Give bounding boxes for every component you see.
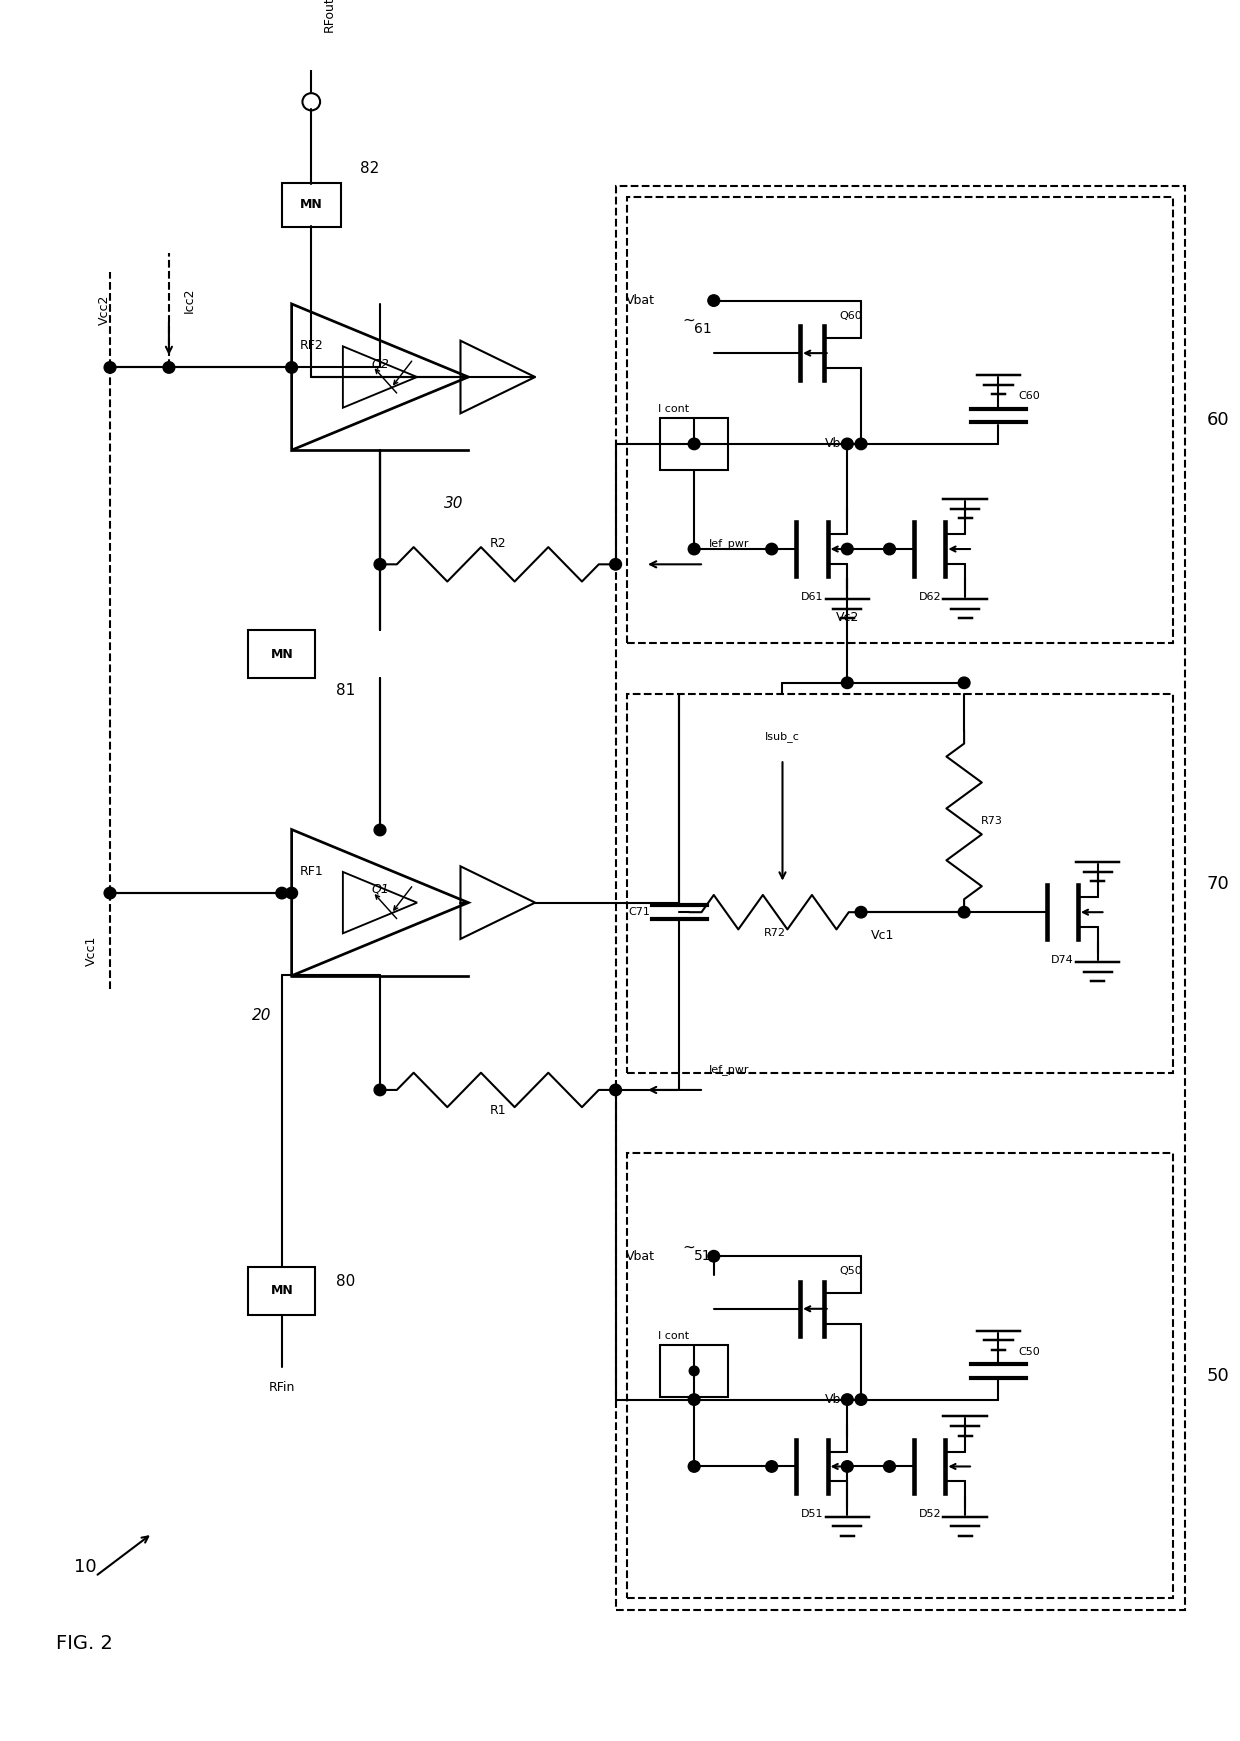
Circle shape: [688, 439, 701, 449]
Circle shape: [688, 1461, 701, 1473]
Text: Vc1: Vc1: [870, 930, 894, 942]
Text: Vc2: Vc2: [836, 611, 859, 625]
Circle shape: [610, 559, 621, 569]
Circle shape: [856, 1395, 867, 1405]
Circle shape: [285, 888, 298, 898]
Circle shape: [856, 439, 867, 449]
Circle shape: [884, 543, 895, 555]
Text: D52: D52: [919, 1509, 941, 1520]
Text: Vbat: Vbat: [626, 294, 655, 306]
Text: R1: R1: [490, 1104, 506, 1118]
Circle shape: [842, 677, 853, 688]
Text: RF2: RF2: [300, 339, 324, 352]
Text: Icc2: Icc2: [182, 287, 196, 313]
Circle shape: [842, 543, 853, 555]
Circle shape: [842, 1395, 853, 1405]
Text: Ief_pwr: Ief_pwr: [709, 538, 749, 548]
Text: Ief_pwr: Ief_pwr: [709, 1064, 749, 1074]
Circle shape: [959, 907, 970, 918]
Text: Q60: Q60: [839, 310, 862, 320]
Text: 82: 82: [361, 162, 379, 176]
Circle shape: [842, 1461, 853, 1473]
Bar: [660, 418, 728, 470]
Text: 81: 81: [336, 682, 355, 698]
Circle shape: [688, 543, 701, 555]
Text: 70: 70: [1207, 874, 1229, 893]
Text: R73: R73: [981, 817, 1002, 827]
Text: Vb: Vb: [825, 437, 842, 451]
Text: ~: ~: [682, 1240, 696, 1254]
Circle shape: [708, 1250, 719, 1262]
Text: I cont: I cont: [657, 1330, 689, 1341]
Text: Vcc1: Vcc1: [86, 935, 98, 966]
Circle shape: [689, 439, 699, 449]
Text: 50: 50: [1207, 1367, 1229, 1384]
Text: D51: D51: [801, 1509, 823, 1520]
Text: R72: R72: [764, 928, 786, 938]
Text: FIG. 2: FIG. 2: [56, 1633, 113, 1652]
Circle shape: [766, 543, 777, 555]
Text: D74: D74: [1050, 956, 1074, 965]
Text: D61: D61: [801, 592, 823, 602]
Bar: [627, 197, 1173, 642]
Circle shape: [610, 1085, 621, 1095]
Bar: [627, 695, 1173, 1072]
Circle shape: [842, 439, 853, 449]
Bar: [248, 630, 315, 677]
Text: MN: MN: [270, 1285, 293, 1297]
Text: 51: 51: [694, 1250, 712, 1264]
Circle shape: [162, 362, 175, 373]
Bar: [248, 1267, 315, 1314]
Text: Isub_c: Isub_c: [765, 731, 800, 742]
Text: 61: 61: [694, 322, 712, 336]
Bar: [660, 1344, 728, 1398]
Text: I cont: I cont: [657, 404, 689, 414]
Text: C60: C60: [1018, 392, 1040, 400]
Text: 20: 20: [253, 1008, 272, 1022]
Text: MN: MN: [300, 198, 322, 211]
Text: 60: 60: [1207, 411, 1229, 428]
Text: Q50: Q50: [839, 1266, 862, 1276]
Circle shape: [374, 823, 386, 836]
Circle shape: [285, 362, 298, 373]
Bar: [615, 186, 1185, 1610]
Text: MN: MN: [270, 648, 293, 660]
Text: RFout: RFout: [324, 0, 336, 31]
Text: Q2: Q2: [371, 357, 389, 371]
Circle shape: [374, 559, 386, 569]
Text: R2: R2: [490, 536, 506, 550]
Text: Vb: Vb: [825, 1393, 842, 1407]
Circle shape: [959, 677, 970, 688]
Bar: [281, 183, 341, 226]
Circle shape: [374, 1085, 386, 1095]
Circle shape: [708, 294, 719, 306]
Text: RF1: RF1: [300, 865, 324, 877]
Text: 10: 10: [73, 1558, 97, 1576]
Text: D62: D62: [919, 592, 941, 602]
Text: RFin: RFin: [269, 1381, 295, 1395]
Text: Q1: Q1: [371, 883, 389, 897]
Circle shape: [689, 1367, 699, 1375]
Circle shape: [856, 907, 867, 918]
Circle shape: [104, 888, 115, 898]
Circle shape: [766, 1461, 777, 1473]
Text: 80: 80: [336, 1274, 355, 1288]
Circle shape: [277, 888, 288, 898]
Circle shape: [104, 362, 115, 373]
Text: 30: 30: [444, 496, 464, 512]
Text: C71: C71: [629, 907, 650, 918]
Text: Vcc2: Vcc2: [98, 294, 112, 326]
Bar: [627, 1153, 1173, 1598]
Text: ~: ~: [682, 312, 696, 327]
Text: C50: C50: [1018, 1348, 1040, 1356]
Circle shape: [884, 1461, 895, 1473]
Text: Vbat: Vbat: [626, 1250, 655, 1262]
Circle shape: [688, 1395, 701, 1405]
